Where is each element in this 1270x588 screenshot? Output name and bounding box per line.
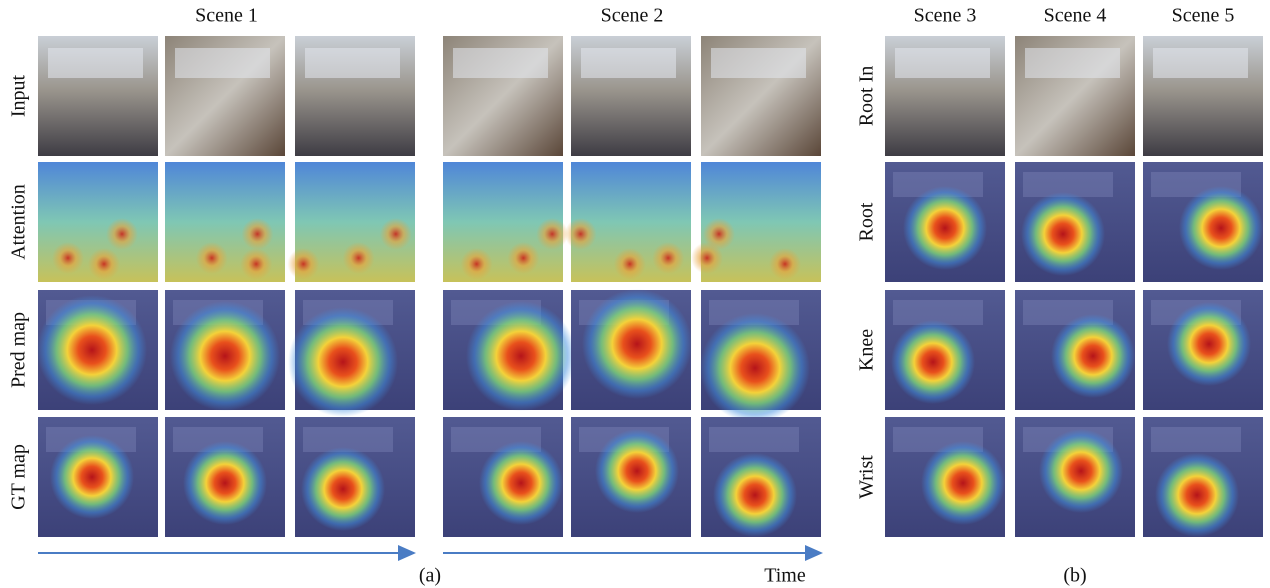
caption: (b) xyxy=(1063,565,1086,587)
heat-spot xyxy=(479,441,563,525)
row-label: Pred map xyxy=(8,312,30,388)
scene-title: Scene 4 xyxy=(1044,5,1107,27)
row-label: Root xyxy=(856,202,878,241)
image-detail xyxy=(581,48,676,78)
heat-spot xyxy=(700,313,810,423)
image-detail xyxy=(895,48,990,78)
row-label: Knee xyxy=(856,329,878,371)
heat-spot xyxy=(1167,302,1251,386)
heat-spot xyxy=(713,453,797,537)
axis-label: Time xyxy=(764,565,806,587)
attention-spot xyxy=(652,242,684,274)
figure: (a) Time (b) Scene 1 Scene 2 Input Attentio… xyxy=(0,0,1270,588)
attention-spot xyxy=(769,248,801,280)
heat-spot xyxy=(170,301,280,411)
heat-spot xyxy=(582,289,692,399)
caption: (a) xyxy=(419,565,441,587)
attention-spot xyxy=(691,242,723,274)
attention-spot xyxy=(536,218,568,250)
attention-spot xyxy=(380,218,412,250)
heat-spot xyxy=(1039,429,1123,513)
attention-spot xyxy=(287,248,319,280)
image-detail xyxy=(1151,427,1241,452)
heat-spot xyxy=(921,441,1005,525)
heat-spot xyxy=(183,441,267,525)
attention-spot xyxy=(241,218,273,250)
image-detail xyxy=(1025,48,1120,78)
scene-title: Scene 5 xyxy=(1172,5,1235,27)
attention-spot xyxy=(343,242,375,274)
row-label: Root In xyxy=(856,66,878,127)
attention-spot xyxy=(88,248,120,280)
attention-spot xyxy=(196,242,228,274)
image-detail xyxy=(48,48,143,78)
scene-title: Scene 2 xyxy=(601,5,664,27)
heat-spot xyxy=(1179,186,1263,270)
image-detail xyxy=(453,48,548,78)
attention-spot xyxy=(507,242,539,274)
attention-spot xyxy=(565,218,597,250)
heat-spot xyxy=(466,301,576,411)
image-detail xyxy=(305,48,400,78)
heat-spot xyxy=(903,186,987,270)
image-detail xyxy=(709,427,799,452)
row-label: Wrist xyxy=(856,455,878,499)
heat-spot xyxy=(1021,192,1105,276)
attention-spot xyxy=(106,218,138,250)
image-detail xyxy=(175,48,270,78)
heat-spot xyxy=(37,295,147,405)
heat-spot xyxy=(288,307,398,417)
heat-spot xyxy=(595,429,679,513)
attention-spot xyxy=(52,242,84,274)
heat-spot xyxy=(1155,453,1239,537)
row-label: Input xyxy=(8,74,30,117)
image-detail xyxy=(1153,48,1248,78)
heat-spot xyxy=(301,447,385,531)
heat-spot xyxy=(1051,314,1135,398)
scene-title: Scene 3 xyxy=(914,5,977,27)
row-label: Attention xyxy=(8,184,30,260)
attention-spot xyxy=(461,248,493,280)
scene-title: Scene 1 xyxy=(195,5,258,27)
row-label: GT map xyxy=(8,444,30,510)
heat-spot xyxy=(891,320,975,404)
attention-spot xyxy=(614,248,646,280)
heat-spot xyxy=(50,435,134,519)
image-detail xyxy=(711,48,806,78)
attention-spot xyxy=(240,248,272,280)
